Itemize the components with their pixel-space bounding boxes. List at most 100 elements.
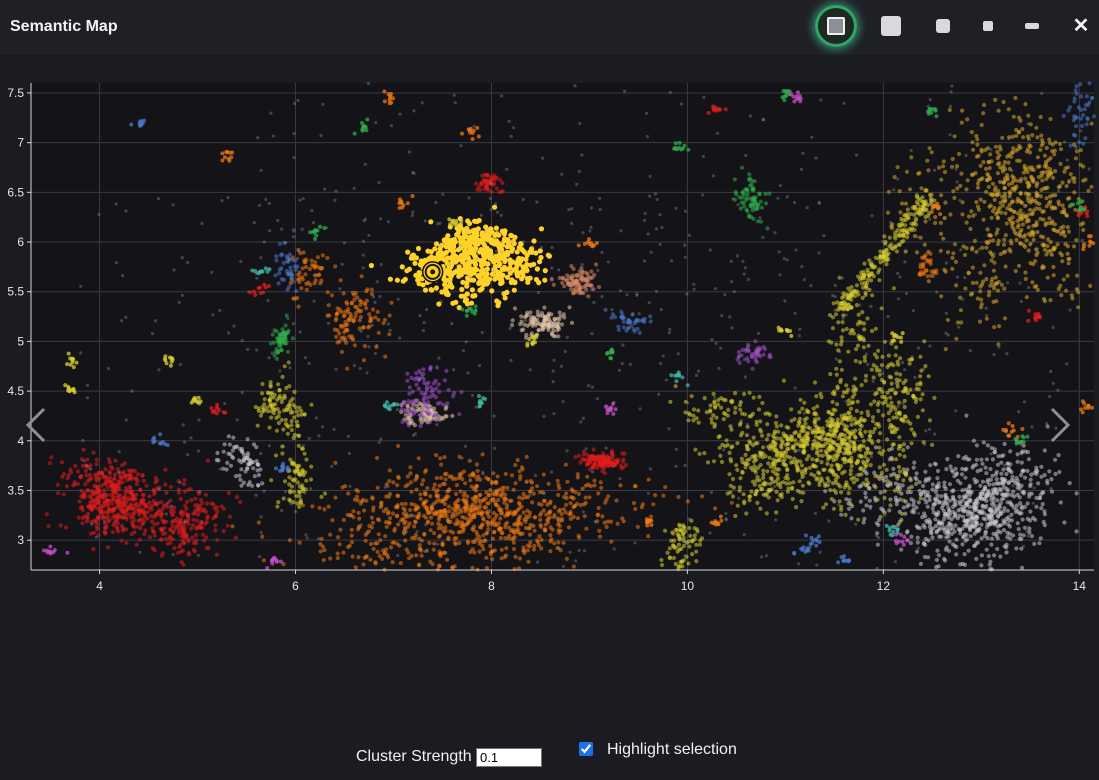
scatter-point	[901, 218, 906, 223]
scatter-point	[903, 249, 908, 254]
scatter-point	[85, 464, 90, 469]
scatter-point	[995, 171, 1001, 176]
scatter-point	[819, 437, 825, 442]
scatter-point	[1010, 174, 1015, 179]
scatter-point	[1010, 215, 1015, 220]
scatter-point	[735, 467, 740, 472]
scatter-point	[387, 332, 392, 337]
scatter-point	[914, 481, 919, 487]
scatter-point	[716, 402, 721, 407]
scatter-point	[205, 501, 210, 506]
scatter-point	[909, 484, 914, 489]
scatter-point	[482, 248, 488, 254]
scatter-point	[1070, 176, 1075, 181]
scatter-point	[484, 490, 489, 495]
scatter-point	[879, 306, 884, 311]
scatter-point	[953, 259, 959, 264]
scatter-point	[342, 330, 347, 335]
scatter-point	[849, 297, 854, 302]
scatter-point	[527, 249, 533, 255]
scatter-point	[366, 529, 372, 534]
scatter-point	[556, 540, 561, 545]
scatter-point	[368, 262, 374, 269]
scatter-point	[152, 522, 157, 527]
scatter-point	[847, 486, 852, 491]
scatter-point	[921, 440, 926, 445]
scatter-point	[982, 199, 987, 204]
scatter-point	[975, 142, 980, 147]
scatter-point	[486, 523, 491, 528]
scatter-point	[741, 492, 746, 497]
size-small-button[interactable]	[981, 19, 995, 33]
scatter-point	[502, 236, 508, 242]
scatter-point	[478, 477, 483, 482]
scatter-point	[862, 516, 867, 521]
scatter-point	[928, 521, 933, 526]
scatter-point	[858, 360, 863, 365]
scatter-point	[512, 234, 518, 240]
scatter-point	[347, 316, 352, 321]
scatter-point	[320, 253, 325, 258]
scatter-point	[1001, 242, 1007, 247]
size-medium-button[interactable]	[934, 17, 952, 35]
size-large-button[interactable]	[880, 15, 902, 37]
scatter-point	[285, 431, 290, 436]
minimize-button[interactable]	[1023, 20, 1041, 32]
scatter-point	[96, 533, 101, 538]
scatter-point	[863, 378, 868, 383]
scatter-point	[779, 454, 785, 459]
fullscreen-button[interactable]	[815, 5, 857, 47]
scatter-point	[461, 493, 466, 498]
scatter-point	[437, 483, 442, 488]
scatter-point	[475, 468, 480, 474]
scatter-point	[428, 219, 434, 225]
scatter-point	[978, 270, 983, 275]
scatter-point	[1065, 165, 1070, 170]
scatter-point	[353, 565, 358, 570]
scatter-point	[1029, 196, 1034, 201]
scatter-point	[409, 489, 414, 494]
scatter-point	[605, 519, 611, 524]
scatter-point	[545, 502, 550, 507]
scatter-point	[198, 497, 204, 502]
scatter-point	[354, 305, 359, 310]
scatter-point	[396, 443, 401, 449]
scatter-point	[499, 556, 504, 561]
scatter-point	[155, 512, 160, 517]
scatter-point	[416, 456, 421, 461]
scatter-point	[1046, 237, 1051, 242]
scatter-point	[836, 320, 841, 325]
scatter-point	[419, 482, 425, 487]
scatter-point	[819, 395, 824, 400]
scatter-point	[975, 540, 981, 545]
scatter-point	[333, 264, 338, 269]
scatter-point	[848, 468, 854, 473]
scatter-point	[46, 524, 51, 529]
scatter-point	[464, 249, 470, 255]
scatter-point	[442, 514, 447, 519]
scatter-point	[337, 542, 342, 547]
scatter-point	[525, 548, 530, 553]
scatter-point	[983, 517, 988, 522]
scatter-point	[897, 469, 903, 474]
scatter-point	[454, 225, 460, 231]
scatter-point	[918, 561, 924, 566]
scatter-point	[326, 504, 331, 509]
scatter-point	[595, 465, 600, 470]
scatter-point	[510, 238, 516, 244]
scatter-point	[869, 278, 874, 283]
scatter-point	[768, 476, 774, 481]
scatter-point	[847, 398, 852, 403]
scatter-point	[859, 410, 864, 415]
scatter-point	[571, 564, 576, 569]
scatter-point	[392, 540, 397, 545]
scatter-point	[949, 164, 955, 169]
scatter-point	[276, 414, 281, 419]
scatter-point	[358, 302, 363, 307]
scatter-point	[290, 410, 295, 415]
close-button[interactable]: ✕	[1070, 15, 1092, 37]
scatter-point	[468, 478, 473, 483]
scatter-point	[320, 544, 325, 549]
scatter-point	[502, 295, 508, 301]
